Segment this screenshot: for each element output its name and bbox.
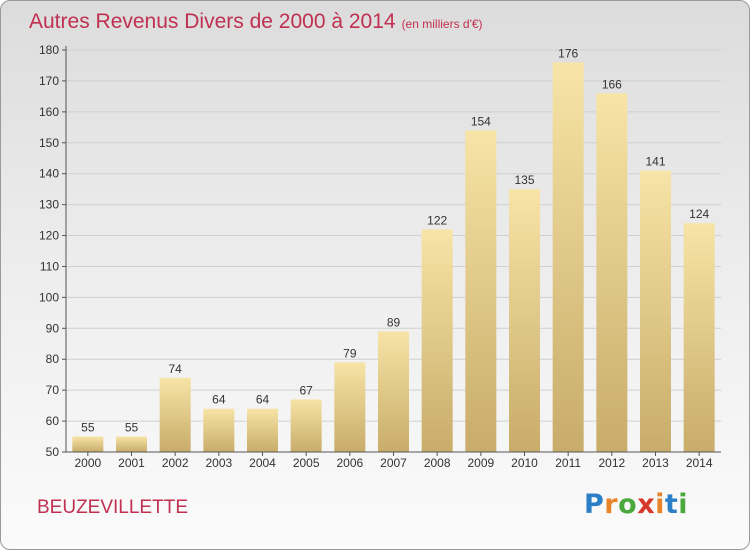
y-tick-label: 130 [39,198,59,212]
bar [552,62,584,452]
x-tick-label: 2012 [598,456,625,470]
bar-value-label: 55 [81,421,95,435]
bar-value-label: 176 [558,46,578,60]
x-tick-label: 2005 [293,456,320,470]
logo-letter: r [604,489,619,520]
bar [683,223,715,452]
x-tick-label: 2002 [162,456,189,470]
logo-letter: P [584,489,605,520]
y-tick-label: 160 [39,105,59,119]
bar-value-label: 122 [427,213,447,227]
logo-letter: t [664,489,679,520]
bar-value-label: 166 [602,77,622,91]
x-tick-label: 2009 [467,456,494,470]
x-tick-label: 2013 [642,456,669,470]
y-tick-label: 140 [39,167,59,181]
bar [421,229,453,452]
x-tick-label: 2003 [205,456,232,470]
y-tick-label: 180 [39,43,59,57]
logo-letter: i [678,489,689,520]
y-tick-label: 150 [39,136,59,150]
logo-letter: i [655,489,665,520]
bar-value-label: 79 [343,346,357,360]
logo-letter: o [618,489,638,520]
chart-subtitle: (en milliers d'€) [401,17,483,31]
x-tick-label: 2014 [686,456,713,470]
y-tick-label: 110 [40,259,59,273]
bar-value-label: 67 [299,383,313,397]
bar-value-label: 124 [689,207,709,221]
y-tick-label: 70 [46,383,60,397]
bar [334,362,366,452]
x-tick-label: 2001 [118,456,145,470]
axes [62,46,721,456]
y-tick-label: 170 [39,74,59,88]
x-tick-label: 2010 [511,456,538,470]
y-tick-label: 50 [46,445,60,459]
commune-name: BEUZEVILLETTE [37,497,188,518]
bar [116,436,147,452]
bar [640,170,671,452]
x-tick-label: 2006 [336,456,363,470]
bar [596,93,628,453]
logo-letter: x [637,489,656,520]
y-tick-label: 60 [46,414,60,428]
bar-value-label: 89 [387,315,401,329]
bar [509,189,540,452]
y-tick-label: 90 [46,321,60,335]
bar [159,377,191,452]
bar-value-label: 55 [125,421,139,435]
chart-title-block: Autres Revenus Divers de 2000 à 2014 (en … [29,10,483,34]
bar [378,331,409,452]
y-tick-label: 80 [46,352,60,366]
y-tick-label: 120 [39,229,59,243]
bar-value-label: 64 [256,393,270,407]
chart-title: Autres Revenus Divers de 2000 à 2014 [29,10,396,33]
bar-value-label: 135 [514,173,534,187]
x-tick-label: 2008 [424,456,451,470]
x-tick-label: 2007 [380,456,407,470]
bars [72,62,715,453]
bar-value-label: 154 [471,114,491,128]
y-tick-label: 100 [39,290,59,304]
bar [465,130,497,452]
bar-value-label: 141 [645,155,665,169]
labels: 50 60 70 80 90 100 110 120 130 140 150 160 170 180 55 2… [39,43,713,470]
bar-value-label: 64 [212,393,226,407]
x-tick-label: 2004 [249,456,276,470]
bar [72,436,104,452]
bar-value-label: 74 [168,362,182,376]
x-tick-label: 2000 [74,456,101,470]
bar [203,408,235,452]
x-tick-label: 2011 [555,456,581,470]
bar [247,408,278,452]
bar [290,399,322,452]
proxiti-logo: Proxiti [584,489,688,520]
